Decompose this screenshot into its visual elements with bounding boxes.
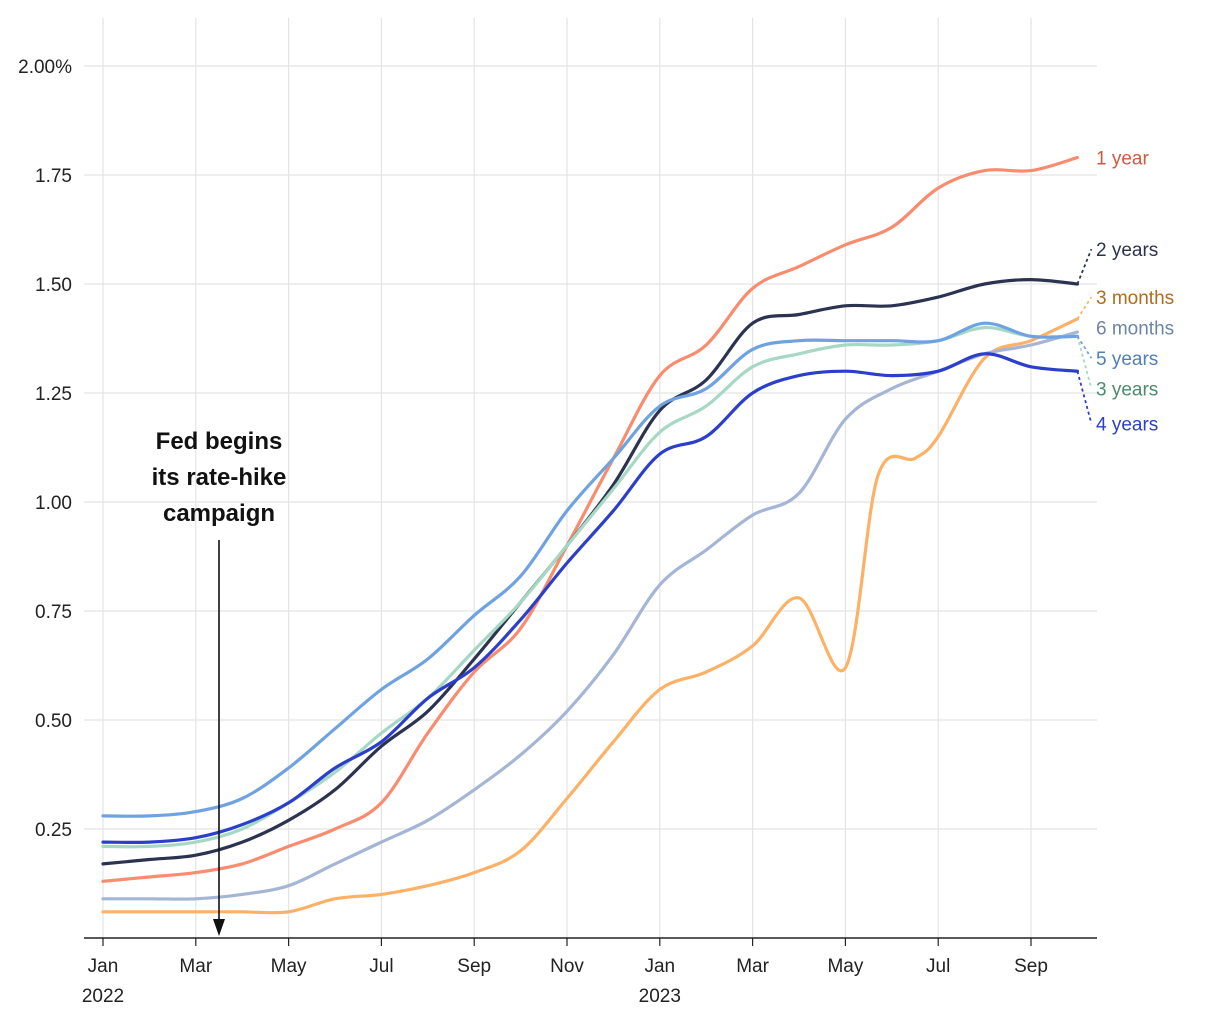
x-tick-label: Jul — [369, 956, 393, 977]
grid-lines — [84, 18, 1097, 938]
series-labels: 3 months 6 months 1 year 2 years 3 years 4 ye… — [1076, 149, 1174, 436]
series-lines — [101, 156, 1079, 915]
x-tick-label: May — [827, 956, 863, 977]
x-tick-label: May — [271, 956, 307, 977]
x-tick-label: Sep — [457, 956, 491, 977]
y-tick-label: 1.75 — [35, 166, 72, 187]
x-tick-label: Mar — [736, 956, 769, 977]
label-leader — [1076, 296, 1093, 320]
label-leader — [1076, 248, 1093, 285]
annotation-text: campaign — [163, 500, 275, 527]
y-tick-label: 1.50 — [35, 275, 72, 296]
series-label: 4 years — [1096, 415, 1158, 436]
x-tick-label: Sep — [1014, 956, 1048, 977]
series-line-6-months — [101, 330, 1079, 901]
x-tick-label: Jan — [88, 956, 119, 977]
series-line-3-months — [101, 317, 1079, 915]
label-leader — [1076, 336, 1093, 389]
x-tick-label: Nov — [550, 956, 584, 977]
series-line-1-year — [101, 156, 1079, 883]
x-tick-label: Jul — [926, 956, 950, 977]
series-line-4-years — [101, 352, 1079, 845]
x-tick-year: 2023 — [639, 986, 681, 1007]
y-tick-label: 0.25 — [35, 820, 72, 841]
series-label: 2 years — [1096, 240, 1158, 261]
fed-annotation: Fed begins its rate-hike campaign — [152, 428, 287, 936]
series-label: 5 years — [1096, 349, 1158, 370]
series-label: 6 months — [1096, 319, 1174, 340]
annotation-text: Fed begins — [156, 428, 283, 455]
series-line-5-years — [101, 321, 1079, 818]
y-tick-label: 1.25 — [35, 384, 72, 405]
y-tick-label: 0.50 — [35, 711, 72, 732]
x-tick-year: 2022 — [82, 986, 124, 1007]
annotation-arrow-head — [213, 919, 225, 936]
series-label: 3 months — [1096, 288, 1174, 309]
series-line-2-years — [101, 278, 1079, 866]
x-tick-label: Jan — [644, 956, 675, 977]
y-axis-ticks: 0.25 0.50 0.75 1.00 1.25 1.50 1.75 2.00% — [18, 57, 72, 841]
series-label: 3 years — [1096, 380, 1158, 401]
y-tick-label: 2.00% — [18, 57, 72, 78]
annotation-text: its rate-hike — [152, 464, 287, 491]
y-tick-label: 1.00 — [35, 493, 72, 514]
x-axis-ticks: Jan 2022 Mar May Jul Sep Nov Jan 2023 Mar May Jul Se… — [82, 938, 1048, 1007]
x-tick-label: Mar — [179, 956, 212, 977]
label-leader — [1076, 335, 1093, 359]
y-tick-label: 0.75 — [35, 602, 72, 623]
series-label: 1 year — [1096, 149, 1149, 170]
